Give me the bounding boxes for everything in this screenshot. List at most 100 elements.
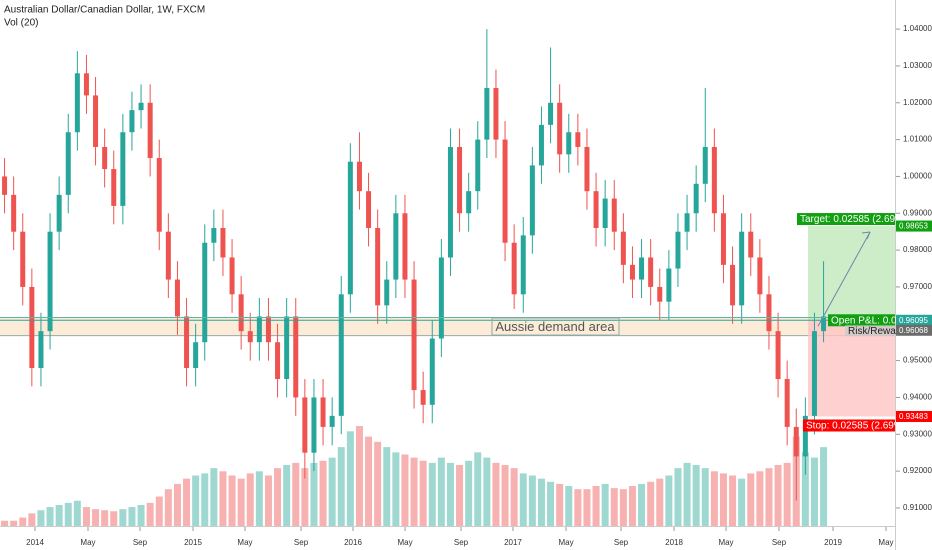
candle-body <box>538 124 544 166</box>
candle-body <box>229 257 235 295</box>
target-price: 0.98653 <box>899 222 928 231</box>
volume-bar <box>10 520 18 526</box>
volume-bar <box>328 457 336 526</box>
x-tick-label: May <box>558 538 573 547</box>
volume-bar <box>392 452 400 526</box>
volume-bar <box>255 471 263 526</box>
volume-bar <box>729 475 737 526</box>
volume-bar <box>638 483 646 526</box>
volume-bar <box>610 488 618 526</box>
volume-bar <box>446 462 454 526</box>
stop-label: Stop: 0.02585 (2.69%) 2 <box>806 421 915 432</box>
candle-body <box>284 316 290 380</box>
x-tick-label: Sep <box>614 538 629 547</box>
volume-bar <box>547 481 555 526</box>
candle-body <box>793 426 799 457</box>
candle-body <box>766 294 772 332</box>
volume-bar <box>119 509 127 526</box>
candle-body <box>584 146 590 192</box>
volume-bar <box>710 471 718 526</box>
volume-bar <box>283 464 291 526</box>
volume-bar <box>264 475 272 526</box>
x-tick-label: 2017 <box>504 538 522 547</box>
candle-body <box>265 316 271 343</box>
candle-body <box>65 132 71 195</box>
volume-bar <box>756 471 764 526</box>
volume-bar <box>747 473 755 526</box>
candle-body <box>575 132 581 147</box>
candle-body <box>466 191 472 214</box>
candle-body <box>484 88 490 140</box>
candle-body <box>202 242 208 343</box>
volume-bar <box>164 489 172 526</box>
time-axis-bg <box>0 527 895 550</box>
volume-bar <box>510 468 518 526</box>
candle-body <box>748 231 754 258</box>
candle-body <box>693 183 699 214</box>
candle-body <box>275 342 281 380</box>
x-tick-label: Sep <box>772 538 787 547</box>
volume-bar <box>246 473 254 526</box>
volume-bar <box>228 475 236 526</box>
stop-price-box <box>896 410 932 422</box>
volume-bar <box>401 454 409 526</box>
volume-bar <box>37 510 45 526</box>
volume-bar <box>810 457 818 526</box>
candle-body <box>293 316 299 398</box>
x-tick-label: May <box>397 538 412 547</box>
projection-arrow <box>817 231 871 327</box>
price-axis-bg <box>896 0 932 550</box>
candle-body <box>457 146 463 214</box>
stop-label-box <box>803 419 895 432</box>
candle-body <box>648 257 654 287</box>
candle-body <box>821 316 827 332</box>
volume-bar <box>128 507 136 526</box>
candle-body <box>193 342 199 368</box>
volume-bar <box>692 464 700 526</box>
volume-bar <box>519 473 527 526</box>
candle-body <box>502 139 508 243</box>
candle-body <box>593 191 599 229</box>
volume-bar <box>301 468 309 526</box>
volume-bar <box>310 462 318 526</box>
volume-bar <box>192 475 200 526</box>
volume-bar <box>583 489 591 526</box>
candle-body <box>802 415 808 457</box>
volume-bar <box>492 462 500 526</box>
x-tick-label: Sep <box>133 538 148 547</box>
volume-bar <box>647 481 655 526</box>
y-tick-label: 0.97000 <box>903 282 932 291</box>
y-tick-label: 1.03000 <box>903 61 932 70</box>
x-tick-label: May <box>718 538 733 547</box>
candle-body <box>220 228 226 258</box>
volume-bar <box>683 462 691 526</box>
candle-body <box>675 231 681 269</box>
volume-bar <box>765 468 773 526</box>
candle-body <box>93 95 99 147</box>
candle-body <box>757 257 763 295</box>
candle-body <box>548 102 554 125</box>
last-price: 0.96068 <box>899 326 928 335</box>
volume-bar <box>528 475 536 526</box>
demand-zone <box>0 317 895 336</box>
volume-bar <box>701 468 709 526</box>
x-tick-label: 2018 <box>665 538 683 547</box>
volume-bar <box>237 478 245 526</box>
candle-body <box>74 73 80 133</box>
target-price-box <box>896 220 932 232</box>
volume-bar <box>410 457 418 526</box>
volume-bar <box>137 504 145 526</box>
candle-body <box>493 88 499 140</box>
volume-bar <box>210 468 218 526</box>
candle-body <box>156 158 162 232</box>
candle-body <box>138 102 144 111</box>
volume-title: Vol (20) <box>4 18 38 29</box>
candle-body <box>611 198 617 232</box>
candle-body <box>384 279 390 306</box>
volume-bar <box>574 489 582 526</box>
candle-body <box>56 194 62 232</box>
candle-body <box>38 331 44 368</box>
candle-body <box>420 390 426 405</box>
candle-body <box>730 264 736 306</box>
